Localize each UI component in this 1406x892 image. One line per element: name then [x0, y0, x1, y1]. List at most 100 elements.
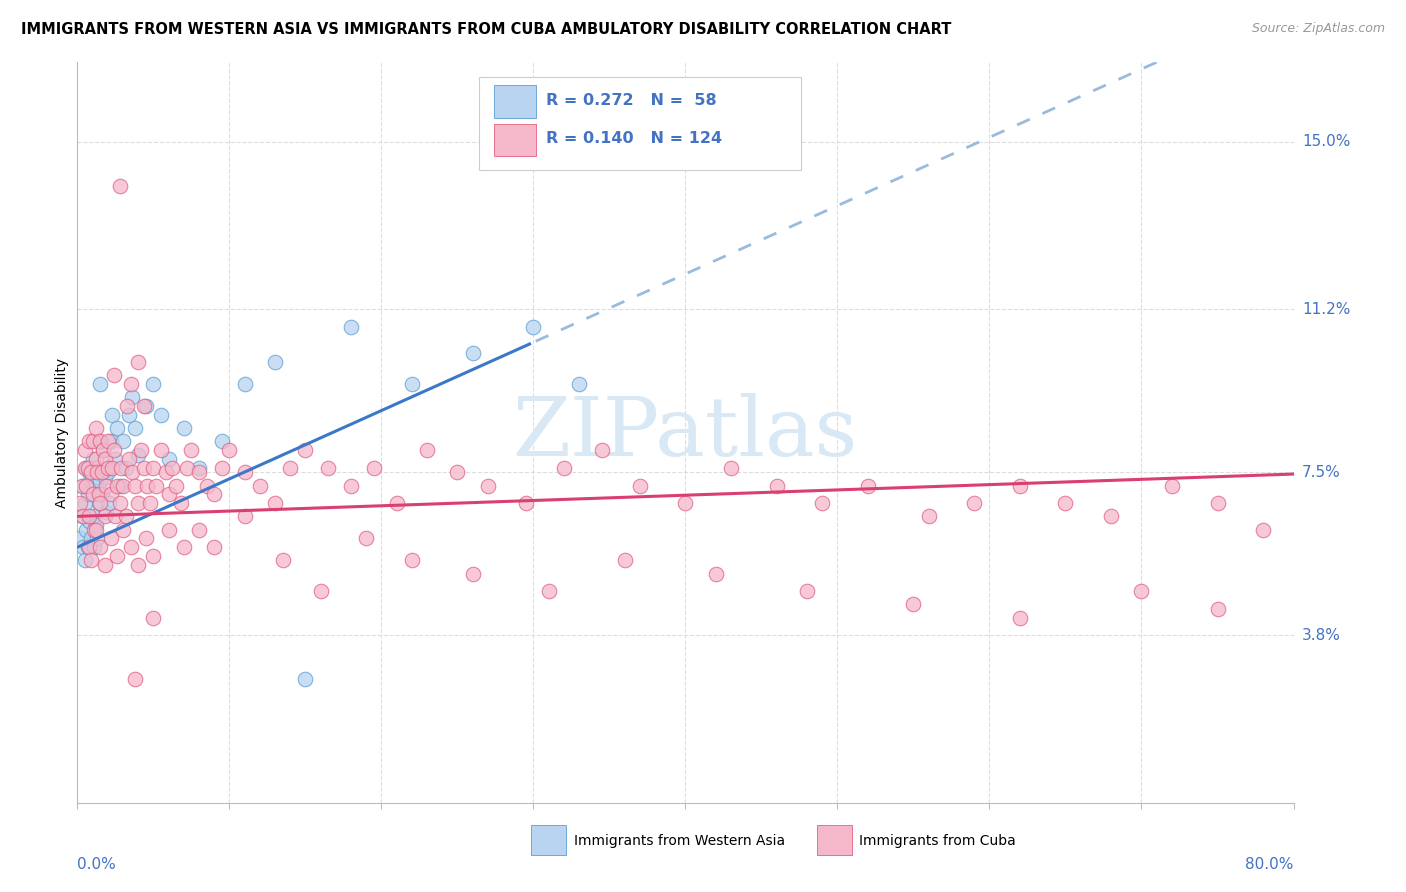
Point: [111, 523, 134, 537]
Point: [80, 474, 103, 488]
Point: [117, 399, 139, 413]
Text: IMMIGRANTS FROM WESTERN ASIA VS IMMIGRANTS FROM CUBA AMBULATORY DISABILITY CORRE: IMMIGRANTS FROM WESTERN ASIA VS IMMIGRAN…: [21, 22, 952, 37]
Point: [118, 452, 141, 467]
Point: [108, 478, 131, 492]
Point: [249, 478, 271, 492]
Point: [176, 461, 198, 475]
Point: [93, 509, 115, 524]
Point: [105, 421, 128, 435]
Point: [157, 523, 180, 537]
Point: [139, 496, 162, 510]
Point: [89, 496, 111, 510]
FancyBboxPatch shape: [495, 86, 536, 118]
Point: [80, 553, 103, 567]
Point: [1008, 478, 1031, 492]
Point: [202, 487, 225, 501]
Point: [278, 461, 301, 475]
Point: [105, 478, 128, 492]
Point: [79, 514, 101, 528]
Point: [316, 461, 339, 475]
Point: [134, 399, 156, 413]
Point: [309, 584, 332, 599]
Point: [1130, 584, 1153, 599]
Point: [160, 461, 183, 475]
Point: [188, 465, 211, 479]
Point: [83, 523, 105, 537]
Point: [83, 478, 105, 492]
Point: [72, 540, 94, 554]
Point: [720, 461, 742, 475]
Point: [135, 399, 157, 413]
Point: [86, 532, 108, 546]
Point: [82, 452, 104, 467]
Point: [69, 532, 91, 546]
Point: [82, 509, 104, 524]
Point: [104, 452, 127, 467]
Point: [142, 377, 165, 392]
Point: [73, 461, 96, 475]
Point: [675, 496, 697, 510]
Point: [82, 487, 104, 501]
Point: [340, 319, 363, 334]
Point: [100, 532, 122, 546]
Point: [1054, 496, 1077, 510]
Point: [195, 478, 218, 492]
Point: [90, 465, 112, 479]
Point: [136, 478, 159, 492]
Point: [108, 178, 131, 193]
Point: [105, 549, 128, 563]
Point: [157, 452, 180, 467]
Point: [110, 461, 132, 475]
Point: [100, 487, 122, 501]
Point: [1206, 602, 1229, 616]
Point: [796, 584, 818, 599]
Point: [75, 523, 97, 537]
Text: Immigrants from Cuba: Immigrants from Cuba: [859, 834, 1017, 848]
Point: [83, 540, 105, 554]
Point: [82, 434, 104, 449]
Point: [461, 346, 484, 360]
Point: [1161, 478, 1184, 492]
Point: [87, 487, 110, 501]
Point: [233, 509, 256, 524]
Point: [188, 523, 211, 537]
Point: [264, 496, 287, 510]
Point: [568, 377, 591, 392]
Point: [522, 319, 544, 334]
Point: [173, 421, 195, 435]
Point: [1251, 523, 1274, 537]
Point: [142, 461, 165, 475]
Y-axis label: Ambulatory Disability: Ambulatory Disability: [55, 358, 69, 508]
Point: [69, 496, 91, 510]
Point: [101, 461, 124, 475]
Point: [84, 523, 107, 537]
Point: [70, 509, 93, 524]
Point: [1008, 610, 1031, 624]
Point: [101, 408, 124, 422]
Point: [89, 434, 111, 449]
Point: [93, 452, 115, 467]
Point: [591, 443, 613, 458]
Point: [108, 496, 131, 510]
Point: [77, 540, 100, 554]
Point: [72, 478, 94, 492]
Point: [97, 434, 120, 449]
Point: [537, 584, 560, 599]
Point: [134, 461, 156, 475]
Point: [811, 496, 834, 510]
Point: [446, 465, 468, 479]
Point: [188, 461, 211, 475]
Point: [155, 465, 177, 479]
Point: [121, 390, 143, 404]
Point: [80, 532, 103, 546]
Point: [73, 496, 96, 510]
Text: 80.0%: 80.0%: [1246, 857, 1294, 872]
FancyBboxPatch shape: [817, 825, 852, 855]
Point: [84, 452, 107, 467]
Text: 11.2%: 11.2%: [1302, 301, 1350, 317]
Point: [89, 540, 111, 554]
Point: [149, 443, 172, 458]
Point: [127, 448, 149, 462]
FancyBboxPatch shape: [495, 124, 536, 156]
Point: [124, 421, 146, 435]
